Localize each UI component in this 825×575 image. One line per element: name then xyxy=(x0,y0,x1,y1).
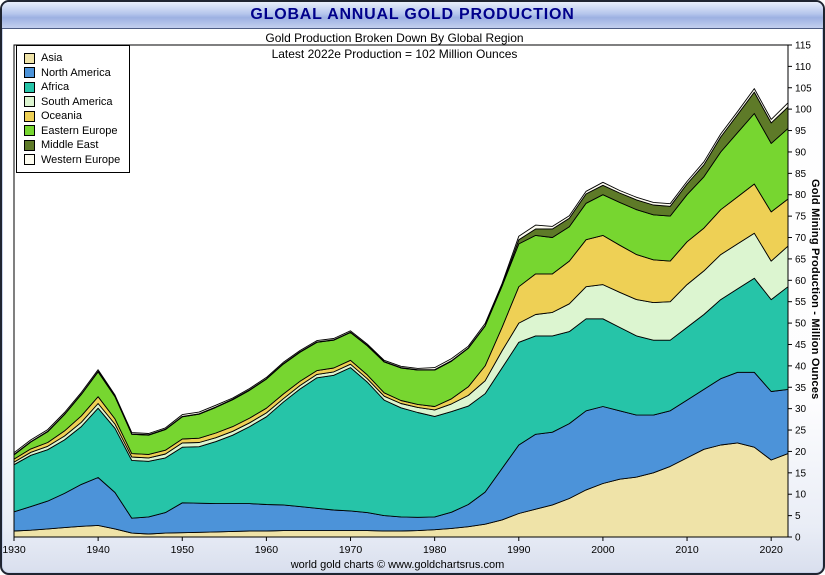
x-tick-label: 1950 xyxy=(171,544,195,556)
legend-item-middle-east: Middle East xyxy=(24,138,120,153)
y-tick-label: 50 xyxy=(795,319,807,330)
chart-latest-production-note: Latest 2022e Production = 102 Million Ou… xyxy=(271,47,518,61)
x-tick-label: 1940 xyxy=(86,544,110,556)
y-tick-label: 15 xyxy=(795,468,807,479)
y-tick-label: 45 xyxy=(795,340,807,351)
y-tick-label: 100 xyxy=(795,105,812,116)
legend-label: North America xyxy=(41,66,111,79)
y-tick-label: 10 xyxy=(795,490,807,501)
legend-item-eastern-europe: Eastern Europe xyxy=(24,124,120,139)
x-tick-label: 1970 xyxy=(339,544,363,556)
y-tick-label: 30 xyxy=(795,404,807,415)
legend-swatch-north-america xyxy=(24,67,35,79)
legend-label: Asia xyxy=(41,52,63,65)
y-tick-label: 115 xyxy=(795,41,811,52)
legend-label: Western Europe xyxy=(41,153,121,166)
legend-item-oceania: Oceania xyxy=(24,109,120,124)
x-tick-label: 1980 xyxy=(423,544,447,556)
x-tick-label: 1930 xyxy=(2,544,26,556)
x-tick-label: 2020 xyxy=(759,544,783,556)
legend-item-africa: Africa xyxy=(24,80,120,95)
y-tick-label: 20 xyxy=(795,447,807,458)
y-tick-label: 80 xyxy=(795,190,807,201)
y-tick-label: 0 xyxy=(795,533,801,544)
y-tick-label: 75 xyxy=(795,212,807,223)
legend-swatch-africa xyxy=(24,81,35,93)
legend-item-asia: Asia xyxy=(24,51,120,66)
title-bar: GLOBAL ANNUAL GOLD PRODUCTION xyxy=(2,2,823,29)
y-tick-label: 60 xyxy=(795,276,807,287)
y-tick-label: 105 xyxy=(795,83,812,94)
legend-label: Middle East xyxy=(41,139,99,152)
footer-caption: world gold charts © www.goldchartsrus.co… xyxy=(290,559,505,571)
y-tick-label: 85 xyxy=(795,169,807,180)
y-tick-label: 65 xyxy=(795,254,807,265)
plot-border xyxy=(13,44,789,538)
y-tick-label: 25 xyxy=(795,426,807,437)
legend-swatch-oceania xyxy=(24,110,35,122)
y-tick-label: 40 xyxy=(795,361,807,372)
legend-label: Eastern Europe xyxy=(41,124,118,137)
legend-swatch-western-europe xyxy=(24,154,35,166)
legend-label: Africa xyxy=(41,81,70,94)
y-tick-label: 55 xyxy=(795,297,807,308)
legend-swatch-eastern-europe xyxy=(24,125,35,137)
legend-swatch-asia xyxy=(24,52,35,64)
legend: Asia North America Africa South America Ocea… xyxy=(16,45,131,173)
page-title: GLOBAL ANNUAL GOLD PRODUCTION xyxy=(250,6,575,23)
legend-label: South America xyxy=(41,95,113,108)
chart-area: Gold Production Broken Down By Global Re… xyxy=(2,29,823,573)
y-tick-label: 90 xyxy=(795,147,807,158)
legend-item-western-europe: Western Europe xyxy=(24,153,120,168)
y-tick-label: 110 xyxy=(795,62,811,73)
chart-subtitle: Gold Production Broken Down By Global Re… xyxy=(265,31,524,45)
x-tick-label: 1990 xyxy=(507,544,531,556)
legend-label: Oceania xyxy=(41,110,82,123)
legend-swatch-south-america xyxy=(24,96,35,108)
x-tick-label: 1960 xyxy=(255,544,279,556)
y-axis-title: Gold Mining Production - Million Ounces xyxy=(809,179,821,400)
y-tick-label: 95 xyxy=(795,126,807,137)
x-tick-label: 2010 xyxy=(675,544,699,556)
x-tick-label: 2000 xyxy=(591,544,615,556)
stacked-area-plot: 0 5 10 15 20 25 30 35 40 45 50 55 60 65 70 75 80 85 90 95 10… xyxy=(2,41,812,557)
y-tick-label: 35 xyxy=(795,383,807,394)
y-tick-label: 5 xyxy=(795,511,801,522)
legend-item-south-america: South America xyxy=(24,95,120,110)
legend-item-north-america: North America xyxy=(24,66,120,81)
legend-swatch-middle-east xyxy=(24,139,35,151)
y-tick-label: 70 xyxy=(795,233,807,244)
